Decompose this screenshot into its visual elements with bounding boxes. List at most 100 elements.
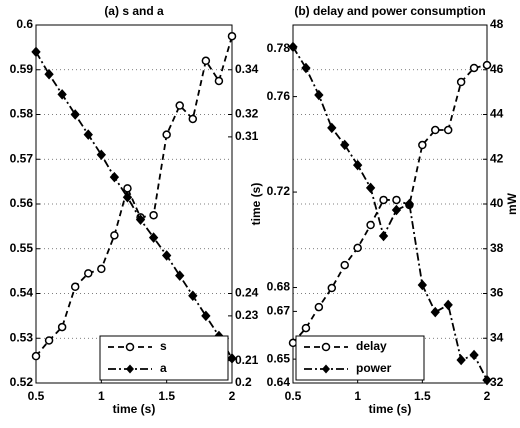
y-tick-label: 0.53 [10, 330, 34, 344]
legend: sa [99, 335, 229, 381]
y2-axis-label: mW [505, 192, 519, 215]
legend-marker [322, 364, 330, 374]
marker [340, 260, 349, 270]
y2-tick-label: 0.24 [235, 286, 259, 300]
marker [288, 41, 298, 53]
marker [31, 46, 41, 58]
marker [149, 210, 158, 220]
marker [314, 89, 324, 101]
marker [404, 198, 415, 210]
legend-label: a [160, 361, 167, 375]
x-tick-label: 1.5 [158, 389, 175, 403]
y2-tick-label: 32 [490, 375, 504, 389]
marker [175, 101, 184, 110]
legend-box [99, 335, 229, 381]
marker [431, 125, 440, 135]
marker [70, 282, 80, 292]
x-tick-label: 0.5 [285, 389, 302, 403]
marker [366, 220, 375, 230]
marker [379, 195, 388, 205]
marker [70, 109, 80, 120]
marker [340, 139, 350, 151]
marker [443, 125, 453, 135]
y2-tick-label: 0.23 [235, 308, 259, 322]
marker [162, 130, 171, 139]
marker [188, 290, 198, 301]
y-tick-label: 0.64 [267, 375, 291, 389]
marker [97, 264, 106, 274]
marker [201, 310, 211, 322]
marker [352, 159, 363, 171]
marker [443, 299, 453, 311]
series-line [292, 64, 488, 344]
marker [110, 231, 119, 240]
y2-tick-label: 0.32 [235, 107, 259, 121]
panel: (b) delay and power consumption time (s) 0… [249, 4, 519, 416]
marker [227, 353, 237, 364]
y2-tick-label: 0.2 [235, 375, 252, 389]
x-tick-label: 1.5 [414, 389, 431, 403]
marker [456, 77, 466, 87]
marker [214, 76, 224, 86]
marker [456, 354, 466, 366]
marker [482, 374, 492, 386]
y2-tick-label: 34 [490, 330, 504, 344]
y2-tick-label: 48 [490, 17, 504, 31]
marker [482, 60, 492, 70]
marker [469, 63, 479, 73]
marker [301, 62, 311, 74]
marker [365, 182, 376, 194]
marker [353, 243, 362, 253]
x-tick-label: 2 [229, 389, 236, 403]
y2-tick-label: 38 [490, 241, 504, 255]
marker [227, 31, 237, 41]
marker [378, 230, 389, 242]
marker [175, 270, 185, 281]
marker [417, 279, 428, 291]
legend-marker [125, 342, 135, 352]
marker [288, 338, 298, 348]
y-tick-label: 0.68 [267, 280, 291, 294]
marker [84, 269, 93, 278]
x-tick-label: 1 [98, 389, 105, 403]
marker [109, 171, 120, 183]
panel: (a) s and a time (s) 0.5 1 1.5 2 0.52 0.53 0.54 0… [10, 4, 259, 416]
marker [418, 140, 427, 150]
y-tick-label: 0.67 [267, 304, 291, 318]
marker [469, 349, 479, 361]
y-tick-label: 0.78 [267, 41, 291, 55]
series-line [292, 46, 488, 381]
y-tick-label: 0.56 [10, 196, 34, 210]
marker [135, 214, 146, 225]
marker [31, 351, 41, 361]
y2-tick-label: 0.34 [235, 62, 259, 76]
marker [44, 336, 54, 345]
marker [83, 129, 93, 140]
y2-tick-label: 0.21 [235, 353, 259, 367]
y2-tick-label: 0.31 [235, 129, 259, 143]
x-axis-label: time (s) [113, 402, 156, 416]
marker [201, 56, 211, 66]
legend-marker [321, 342, 331, 352]
y-tick-label: 0.55 [10, 241, 34, 255]
y-axis-label: time (s) [249, 183, 263, 226]
marker [96, 149, 107, 161]
marker [301, 323, 311, 333]
x-tick-label: 1 [354, 389, 361, 403]
legend-label: s [160, 339, 167, 353]
x-tick-label: 0.5 [28, 389, 45, 403]
y2-tick-label: 46 [490, 62, 504, 76]
marker [123, 184, 132, 193]
y2-tick-label: 42 [490, 151, 504, 165]
chart-title: (b) delay and power consumption [294, 4, 485, 18]
marker [122, 192, 133, 203]
y-tick-label: 0.59 [10, 62, 34, 76]
y-tick-label: 0.52 [10, 375, 34, 389]
y-tick-label: 0.57 [10, 151, 34, 165]
marker [188, 114, 198, 124]
legend-label: power [356, 361, 392, 375]
y2-tick-label: 44 [490, 107, 504, 121]
y-tick-label: 0.6 [16, 17, 33, 31]
marker [44, 68, 54, 80]
series-line [35, 35, 233, 357]
